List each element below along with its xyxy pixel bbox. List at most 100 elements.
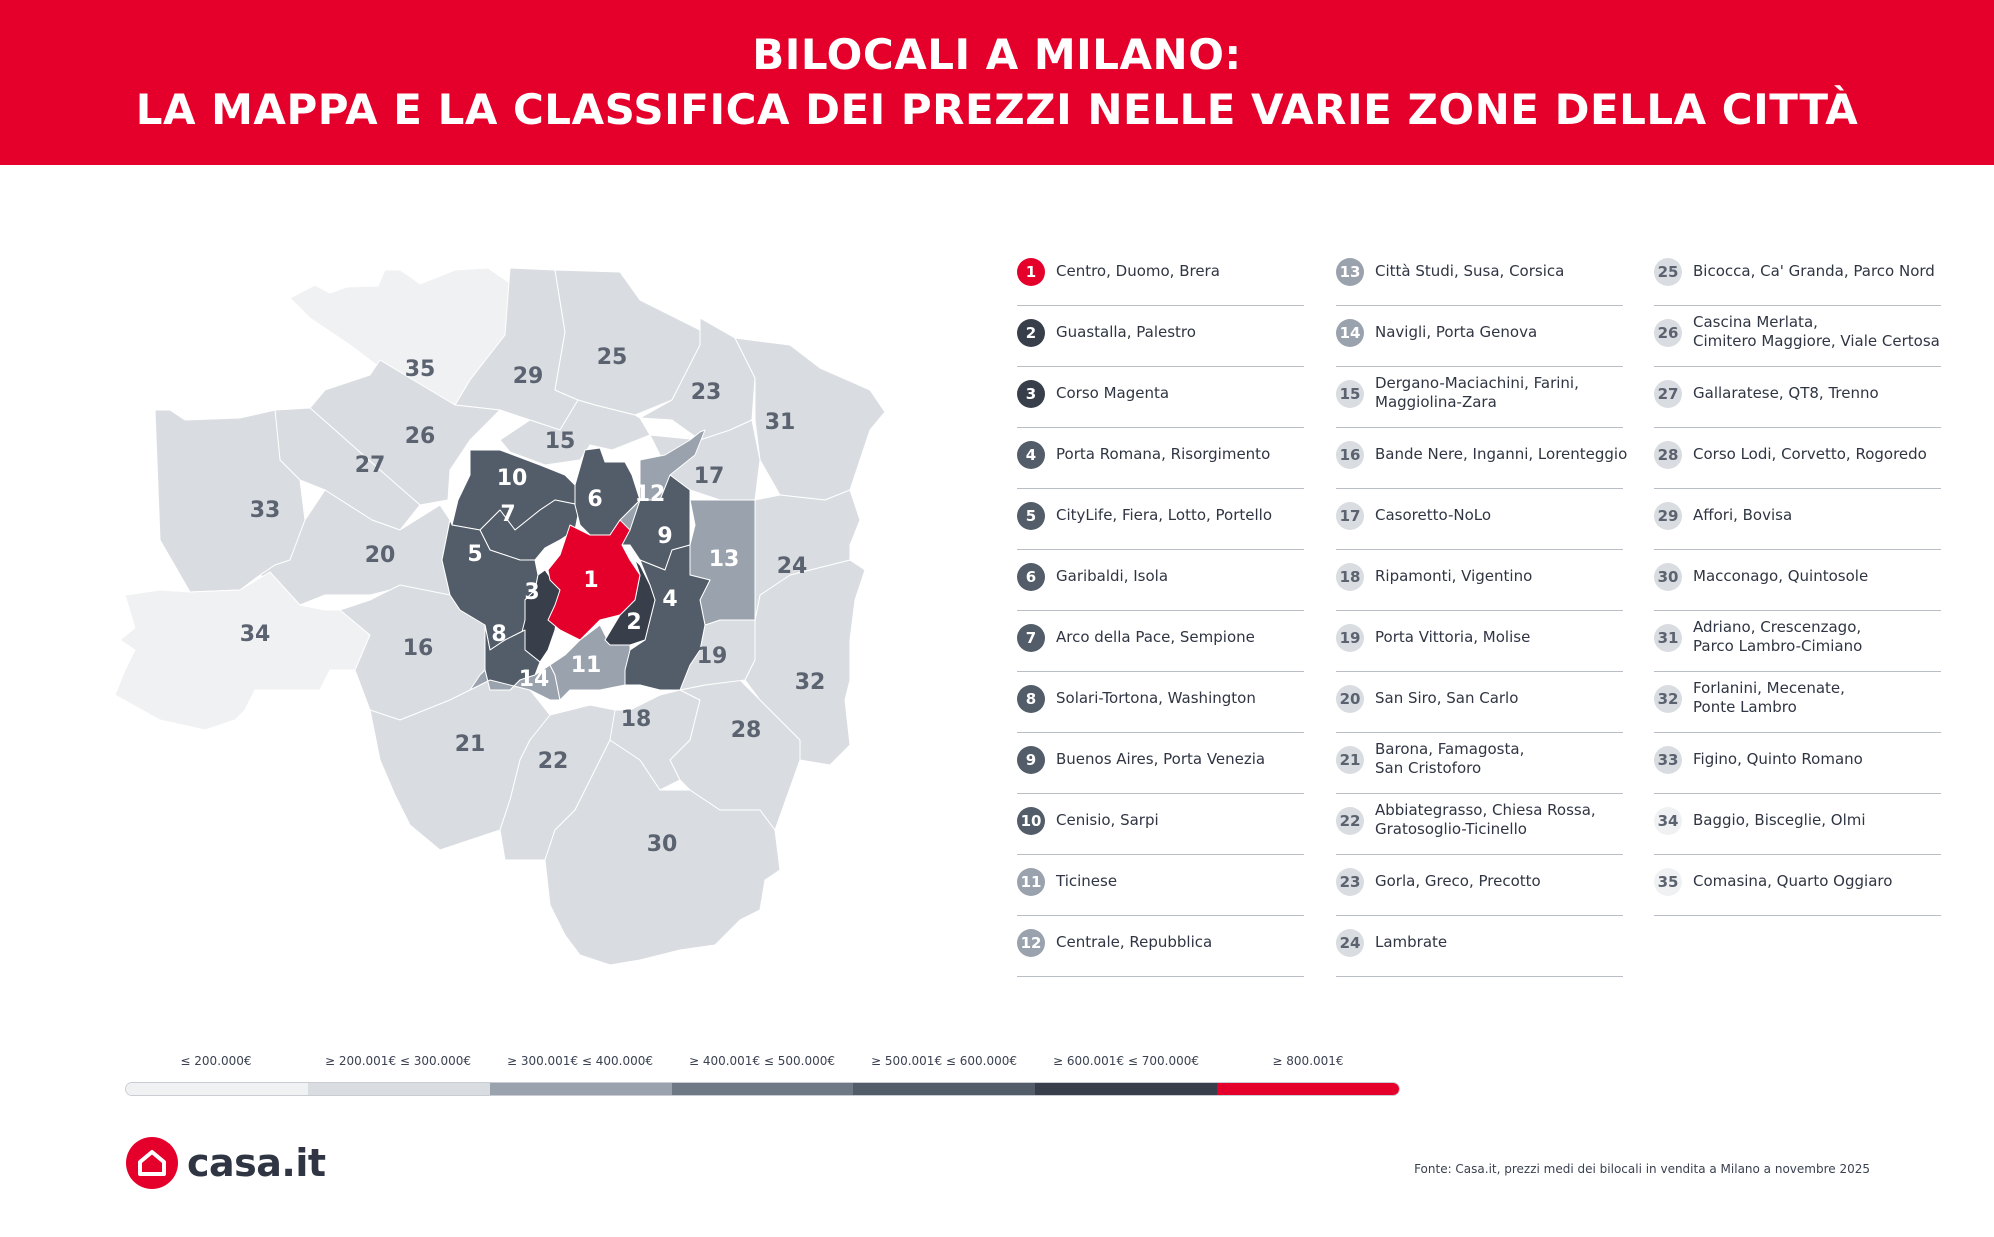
zone-name: Corso Lodi, Corvetto, Rogoredo bbox=[1693, 444, 1927, 463]
ranking-item: 9 Buenos Aires, Porta Venezia bbox=[1017, 733, 1304, 794]
zone-number-badge: 27 bbox=[1654, 380, 1682, 408]
zone-name: Adriano, Crescenzago, Parco Lambro-Cimia… bbox=[1693, 618, 1863, 655]
zone-number-badge: 12 bbox=[1017, 929, 1045, 957]
zone-number-badge: 20 bbox=[1336, 685, 1364, 713]
zone-number-badge: 10 bbox=[1017, 807, 1045, 835]
ranking-item: 6 Garibaldi, Isola bbox=[1017, 550, 1304, 611]
zone-name: Centro, Duomo, Brera bbox=[1056, 261, 1220, 280]
zone-map-label: 16 bbox=[403, 636, 434, 661]
zone-area-34 bbox=[114, 571, 371, 731]
zone-name: Affori, Bovisa bbox=[1693, 505, 1793, 524]
zone-map-label: 12 bbox=[635, 482, 666, 507]
zone-map-label: 6 bbox=[587, 487, 602, 512]
zone-name: Bicocca, Ca' Granda, Parco Nord bbox=[1693, 261, 1935, 280]
zone-name: Forlanini, Mecenate, Ponte Lambro bbox=[1693, 679, 1845, 716]
zone-map-label: 1 bbox=[583, 568, 598, 593]
zone-map-label: 2 bbox=[626, 610, 641, 635]
zone-number-badge: 24 bbox=[1336, 929, 1364, 957]
zone-name: Buenos Aires, Porta Venezia bbox=[1056, 749, 1266, 768]
ranking-item: 26 Cascina Merlata, Cimitero Maggiore, Vi… bbox=[1654, 306, 1941, 367]
ranking-item: 29 Affori, Bovisa bbox=[1654, 489, 1941, 550]
zone-number-badge: 13 bbox=[1336, 258, 1364, 286]
ranking-item: 10 Cenisio, Sarpi bbox=[1017, 794, 1304, 855]
zone-name: Bande Nere, Inganni, Lorenteggio bbox=[1375, 444, 1628, 463]
ranking-item: 2 Guastalla, Palestro bbox=[1017, 306, 1304, 367]
zone-number-badge: 16 bbox=[1336, 441, 1364, 469]
zone-map-label: 4 bbox=[662, 587, 677, 612]
ranking-item: 5 CityLife, Fiera, Lotto, Portello bbox=[1017, 489, 1304, 550]
ranking-column-1: 1 Centro, Duomo, Brera 2 Guastalla, Palestr… bbox=[1017, 245, 1304, 977]
zone-name: Figino, Quinto Romano bbox=[1693, 749, 1863, 768]
zone-number-badge: 5 bbox=[1017, 502, 1045, 530]
source-note: Fonte: Casa.it, prezzi medi dei bilocali… bbox=[1414, 1162, 1870, 1176]
zone-number-badge: 7 bbox=[1017, 624, 1045, 652]
zone-name: Guastalla, Palestro bbox=[1056, 322, 1196, 341]
zone-number-badge: 18 bbox=[1336, 563, 1364, 591]
zone-name: San Siro, San Carlo bbox=[1375, 688, 1519, 707]
zone-number-badge: 9 bbox=[1017, 746, 1045, 774]
zone-map-label: 25 bbox=[597, 345, 628, 370]
title-line-2: LA MAPPA E LA CLASSIFICA DEI PREZZI NELL… bbox=[135, 85, 1859, 134]
ranking-item: 23 Gorla, Greco, Precotto bbox=[1336, 855, 1623, 916]
ranking-item: 18 Ripamonti, Vigentino bbox=[1336, 550, 1623, 611]
zone-number-badge: 19 bbox=[1336, 624, 1364, 652]
zone-name: Abbiategrasso, Chiesa Rossa, Gratosoglio… bbox=[1375, 801, 1596, 838]
zone-number-badge: 11 bbox=[1017, 868, 1045, 896]
house-icon bbox=[126, 1137, 178, 1189]
zone-number-badge: 14 bbox=[1336, 319, 1364, 347]
ranking-item: 27 Gallaratese, QT8, Trenno bbox=[1654, 367, 1941, 428]
legend-segment bbox=[126, 1083, 308, 1095]
zone-map-label: 15 bbox=[545, 429, 576, 454]
ranking-item: 22 Abbiategrasso, Chiesa Rossa, Gratosogl… bbox=[1336, 794, 1623, 855]
legend-label: ≥ 600.001€ ≤ 700.000€ bbox=[1052, 1054, 1200, 1068]
zone-map-label: 10 bbox=[497, 466, 528, 491]
ranking-column-2: 13 Città Studi, Susa, Corsica 14 Navigli, P… bbox=[1336, 245, 1627, 977]
zone-map-label: 13 bbox=[709, 547, 740, 572]
zone-map-label: 31 bbox=[765, 410, 796, 435]
zone-map-label: 24 bbox=[777, 554, 808, 579]
zone-area-15 bbox=[499, 399, 651, 466]
zone-number-badge: 15 bbox=[1336, 380, 1364, 408]
ranking-item: 3 Corso Magenta bbox=[1017, 367, 1304, 428]
zone-name: Ticinese bbox=[1056, 871, 1118, 890]
ranking-item: 20 San Siro, San Carlo bbox=[1336, 672, 1623, 733]
zone-name: Baggio, Bisceglie, Olmi bbox=[1693, 810, 1866, 829]
ranking-item: 34 Baggio, Bisceglie, Olmi bbox=[1654, 794, 1941, 855]
legend-label: ≥ 400.001€ ≤ 500.000€ bbox=[688, 1054, 836, 1068]
ranking-item: 1 Centro, Duomo, Brera bbox=[1017, 245, 1304, 306]
ranking-column-3: 25 Bicocca, Ca' Granda, Parco Nord 26 Casci… bbox=[1654, 245, 1941, 916]
ranking-item: 15 Dergano-Maciachini, Farini, Maggiolina… bbox=[1336, 367, 1623, 428]
ranking-item: 12 Centrale, Repubblica bbox=[1017, 916, 1304, 977]
casa-it-logo: casa.it bbox=[126, 1136, 326, 1190]
zone-area-25 bbox=[554, 269, 711, 416]
ranking-item: 16 Bande Nere, Inganni, Lorenteggio bbox=[1336, 428, 1627, 489]
zone-number-badge: 31 bbox=[1654, 624, 1682, 652]
zone-name: Porta Vittoria, Molise bbox=[1375, 627, 1531, 646]
legend-label: ≥ 200.001€ ≤ 300.000€ bbox=[324, 1054, 472, 1068]
zone-number-badge: 30 bbox=[1654, 563, 1682, 591]
zone-map-label: 34 bbox=[240, 622, 271, 647]
ranking-item: 32 Forlanini, Mecenate, Ponte Lambro bbox=[1654, 672, 1941, 733]
zone-map-label: 32 bbox=[795, 670, 826, 695]
title-line-1: BILOCALI A MILANO: bbox=[752, 30, 1242, 79]
ranking-item: 33 Figino, Quinto Romano bbox=[1654, 733, 1941, 794]
zone-number-badge: 21 bbox=[1336, 746, 1364, 774]
logo-text: casa.it bbox=[187, 1141, 326, 1185]
zone-map-label: 17 bbox=[694, 464, 725, 489]
zone-name: Gorla, Greco, Precotto bbox=[1375, 871, 1541, 890]
zone-name: Solari-Tortona, Washington bbox=[1056, 688, 1256, 707]
zone-number-badge: 4 bbox=[1017, 441, 1045, 469]
legend-label: ≤ 200.000€ bbox=[180, 1054, 252, 1068]
zone-name: Arco della Pace, Sempione bbox=[1056, 627, 1255, 646]
zone-name: Casoretto-NoLo bbox=[1375, 505, 1492, 524]
zone-number-badge: 28 bbox=[1654, 441, 1682, 469]
ranking-item: 14 Navigli, Porta Genova bbox=[1336, 306, 1623, 367]
price-legend-labels: ≤ 200.000€ ≥ 200.001€ ≤ 300.000€ ≥ 300.001… bbox=[125, 1054, 1400, 1074]
zone-map-label: 9 bbox=[657, 524, 672, 549]
zone-name: Gallaratese, QT8, Trenno bbox=[1693, 383, 1879, 402]
ranking-item: 13 Città Studi, Susa, Corsica bbox=[1336, 245, 1623, 306]
zone-map-label: 5 bbox=[467, 542, 482, 567]
legend-segment bbox=[1035, 1083, 1218, 1095]
zone-name: Dergano-Maciachini, Farini, Maggiolina-Z… bbox=[1375, 374, 1579, 411]
